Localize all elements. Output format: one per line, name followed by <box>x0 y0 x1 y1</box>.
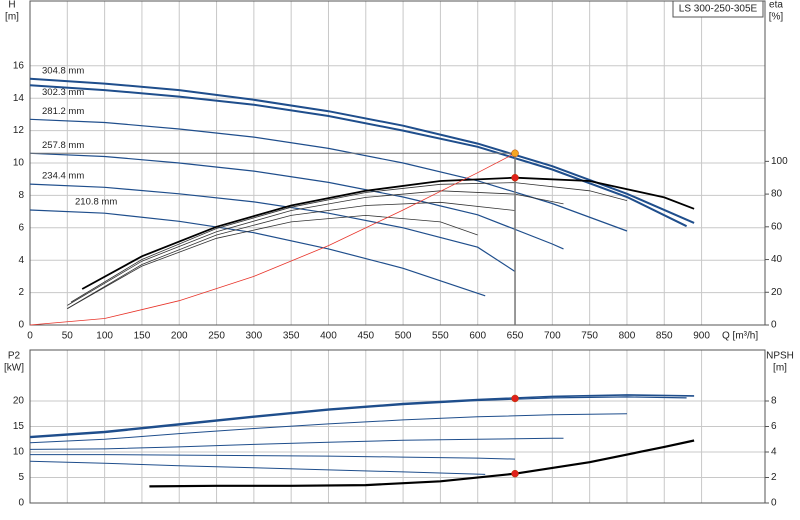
y2-axis-label: NPSH <box>766 351 794 362</box>
curve-label: 234.4 mm <box>42 171 84 182</box>
y-axis-unit: [m] <box>5 12 19 23</box>
series-line <box>29 209 486 297</box>
y2-tick-label: 100 <box>771 156 788 167</box>
x-tick-label: 50 <box>62 331 74 342</box>
y2-tick-label: 80 <box>771 189 783 200</box>
y-tick-label: 20 <box>13 396 25 407</box>
series-line <box>67 190 564 306</box>
y-tick-label: 15 <box>13 421 25 432</box>
series-line <box>29 394 695 438</box>
y2-tick-label: 6 <box>771 421 777 432</box>
series-line <box>29 396 687 439</box>
series-line <box>29 413 628 444</box>
x-tick-label: 550 <box>432 331 449 342</box>
duty-point <box>511 469 519 478</box>
x-tick-label: 300 <box>246 331 263 342</box>
plot-area: 0 50 100 150 200 250 300 350 400 450 500 550 600 650 7… <box>13 0 788 342</box>
plot-area: 0 5 10 15 20 0 2 4 6 8 <box>13 349 777 509</box>
series-line <box>29 77 695 224</box>
y2-axis-label: eta <box>769 0 783 11</box>
y2-tick-label: 2 <box>771 472 777 483</box>
series-line <box>29 460 486 475</box>
series-line <box>29 152 516 326</box>
series-line <box>70 182 628 303</box>
x-tick-label: 700 <box>544 331 561 342</box>
y2-tick-label: 40 <box>771 254 783 265</box>
plot-frame <box>29 349 766 504</box>
series-line <box>67 201 516 309</box>
curve-label: 210.8 mm <box>75 196 117 207</box>
series-line <box>30 454 516 460</box>
y2-tick-label: 8 <box>771 396 777 407</box>
duty-point <box>511 394 519 403</box>
y2-tick-label: 60 <box>771 221 783 232</box>
y-tick-label: 16 <box>13 60 25 71</box>
y-tick-label: 10 <box>13 447 25 458</box>
x-tick-label: 600 <box>469 331 486 342</box>
y-tick-label: 8 <box>18 190 24 201</box>
x-tick-label: 450 <box>357 331 374 342</box>
y-tick-label: 0 <box>18 320 24 331</box>
x-tick-label: 500 <box>395 331 412 342</box>
curve-label: 304.8 mm <box>42 65 84 76</box>
y-axis-unit: [kW] <box>4 363 24 374</box>
y-tick-label: 10 <box>13 158 25 169</box>
x-tick-label: 350 <box>283 331 300 342</box>
x-tick-label: 0 <box>27 331 33 342</box>
plot-frame <box>29 0 766 326</box>
y-axis-label: H <box>8 0 15 11</box>
y-tick-label: 6 <box>18 222 24 233</box>
x-axis-label: Q [m³/h] <box>722 331 758 342</box>
duty-point <box>511 149 519 158</box>
series-line <box>29 437 564 450</box>
y-tick-label: 14 <box>13 93 25 104</box>
y-tick-label: 5 <box>18 472 24 483</box>
x-tick-label: 750 <box>581 331 598 342</box>
y2-tick-label: 4 <box>771 447 777 458</box>
series-line <box>149 439 695 488</box>
y2-tick-label: 20 <box>771 287 783 298</box>
y2-axis-unit: [m] <box>773 363 787 374</box>
curve-label: 281.2 mm <box>42 106 84 117</box>
series-line <box>81 176 695 290</box>
curve-label: 302.3 mm <box>42 87 84 98</box>
y2-tick-label: 0 <box>771 498 777 509</box>
x-tick-label: 150 <box>134 331 151 342</box>
y-tick-label: 2 <box>18 287 24 298</box>
y2-axis-unit: [%] <box>769 12 784 23</box>
y-tick-label: 12 <box>13 125 25 136</box>
curve-label: 257.8 mm <box>42 140 84 151</box>
series-line <box>67 214 478 309</box>
y-axis-label: P2 <box>8 351 21 362</box>
x-tick-label: 650 <box>507 331 524 342</box>
title-box <box>672 0 764 18</box>
duty-point <box>511 173 519 182</box>
x-tick-label: 850 <box>656 331 673 342</box>
series-line <box>29 118 628 232</box>
x-tick-label: 100 <box>96 331 113 342</box>
y-tick-label: 0 <box>18 498 24 509</box>
x-tick-label: 900 <box>693 331 710 342</box>
y-tick-label: 4 <box>18 255 24 266</box>
series-line <box>29 152 564 250</box>
y2-tick-label: 0 <box>771 320 777 331</box>
x-tick-label: 200 <box>171 331 188 342</box>
x-tick-label: 400 <box>320 331 337 342</box>
series-line <box>29 84 688 228</box>
x-tick-label: 800 <box>619 331 636 342</box>
x-tick-label: 250 <box>208 331 225 342</box>
chart-title: LS 300-250-305E <box>679 4 758 15</box>
